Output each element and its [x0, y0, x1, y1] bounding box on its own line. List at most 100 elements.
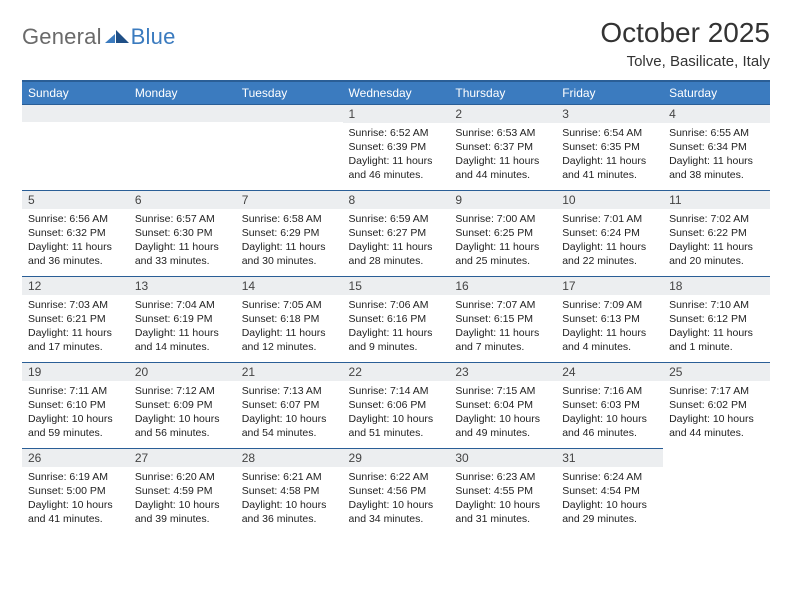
sunrise-line: Sunrise: 6:21 AM [242, 470, 337, 484]
daylight-line-2: and 22 minutes. [562, 254, 657, 268]
day-number: 20 [129, 362, 236, 381]
sunset-line: Sunset: 6:27 PM [349, 226, 444, 240]
sunset-line: Sunset: 4:54 PM [562, 484, 657, 498]
calendar-cell: 30Sunrise: 6:23 AMSunset: 4:55 PMDayligh… [449, 448, 556, 534]
calendar-row: 12Sunrise: 7:03 AMSunset: 6:21 PMDayligh… [22, 276, 770, 362]
calendar-cell: 15Sunrise: 7:06 AMSunset: 6:16 PMDayligh… [343, 276, 450, 362]
daylight-line-1: Daylight: 11 hours [242, 240, 337, 254]
day-number: 31 [556, 448, 663, 467]
daylight-line-1: Daylight: 11 hours [562, 154, 657, 168]
daylight-line-1: Daylight: 10 hours [455, 412, 550, 426]
daylight-line-2: and 14 minutes. [135, 340, 230, 354]
day-number: 15 [343, 276, 450, 295]
calendar-cell: 11Sunrise: 7:02 AMSunset: 6:22 PMDayligh… [663, 190, 770, 276]
sunset-line: Sunset: 6:39 PM [349, 140, 444, 154]
calendar-cell: 29Sunrise: 6:22 AMSunset: 4:56 PMDayligh… [343, 448, 450, 534]
sunset-line: Sunset: 4:59 PM [135, 484, 230, 498]
day-details: Sunrise: 7:12 AMSunset: 6:09 PMDaylight:… [129, 381, 236, 441]
day-number: 1 [343, 104, 450, 123]
calendar-cell: 19Sunrise: 7:11 AMSunset: 6:10 PMDayligh… [22, 362, 129, 448]
day-number: 3 [556, 104, 663, 123]
daylight-line-2: and 25 minutes. [455, 254, 550, 268]
sunrise-line: Sunrise: 6:22 AM [349, 470, 444, 484]
calendar-body: 1Sunrise: 6:52 AMSunset: 6:39 PMDaylight… [22, 104, 770, 534]
daylight-line-1: Daylight: 11 hours [349, 154, 444, 168]
day-details: Sunrise: 7:01 AMSunset: 6:24 PMDaylight:… [556, 209, 663, 269]
day-number: 26 [22, 448, 129, 467]
daylight-line-2: and 17 minutes. [28, 340, 123, 354]
weekday-header: Friday [556, 81, 663, 104]
sunrise-line: Sunrise: 6:59 AM [349, 212, 444, 226]
calendar-cell: 5Sunrise: 6:56 AMSunset: 6:32 PMDaylight… [22, 190, 129, 276]
day-number: 19 [22, 362, 129, 381]
daylight-line-2: and 38 minutes. [669, 168, 764, 182]
daylight-line-2: and 29 minutes. [562, 512, 657, 526]
day-details: Sunrise: 7:11 AMSunset: 6:10 PMDaylight:… [22, 381, 129, 441]
empty-daynum [236, 104, 343, 122]
day-details: Sunrise: 6:21 AMSunset: 4:58 PMDaylight:… [236, 467, 343, 527]
sunset-line: Sunset: 6:32 PM [28, 226, 123, 240]
day-details: Sunrise: 7:13 AMSunset: 6:07 PMDaylight:… [236, 381, 343, 441]
day-details: Sunrise: 6:59 AMSunset: 6:27 PMDaylight:… [343, 209, 450, 269]
day-number: 11 [663, 190, 770, 209]
calendar-cell: 31Sunrise: 6:24 AMSunset: 4:54 PMDayligh… [556, 448, 663, 534]
day-details: Sunrise: 7:04 AMSunset: 6:19 PMDaylight:… [129, 295, 236, 355]
day-details: Sunrise: 7:17 AMSunset: 6:02 PMDaylight:… [663, 381, 770, 441]
calendar-cell: 8Sunrise: 6:59 AMSunset: 6:27 PMDaylight… [343, 190, 450, 276]
sunrise-line: Sunrise: 7:03 AM [28, 298, 123, 312]
daylight-line-1: Daylight: 11 hours [562, 326, 657, 340]
sunset-line: Sunset: 6:29 PM [242, 226, 337, 240]
weekday-header: Tuesday [236, 81, 343, 104]
day-number: 5 [22, 190, 129, 209]
day-details: Sunrise: 6:57 AMSunset: 6:30 PMDaylight:… [129, 209, 236, 269]
calendar-cell [22, 104, 129, 190]
sunrise-line: Sunrise: 6:19 AM [28, 470, 123, 484]
day-number: 7 [236, 190, 343, 209]
daylight-line-2: and 49 minutes. [455, 426, 550, 440]
daylight-line-1: Daylight: 11 hours [135, 240, 230, 254]
daylight-line-2: and 44 minutes. [455, 168, 550, 182]
day-number: 28 [236, 448, 343, 467]
daylight-line-1: Daylight: 11 hours [28, 326, 123, 340]
sunrise-line: Sunrise: 6:58 AM [242, 212, 337, 226]
sunrise-line: Sunrise: 7:14 AM [349, 384, 444, 398]
sunrise-line: Sunrise: 7:02 AM [669, 212, 764, 226]
day-details: Sunrise: 7:09 AMSunset: 6:13 PMDaylight:… [556, 295, 663, 355]
sunset-line: Sunset: 6:18 PM [242, 312, 337, 326]
sunrise-line: Sunrise: 7:15 AM [455, 384, 550, 398]
sunrise-line: Sunrise: 7:05 AM [242, 298, 337, 312]
daylight-line-2: and 28 minutes. [349, 254, 444, 268]
daylight-line-2: and 41 minutes. [562, 168, 657, 182]
page: General Blue October 2025 Tolve, Basilic… [0, 0, 792, 544]
day-details: Sunrise: 6:19 AMSunset: 5:00 PMDaylight:… [22, 467, 129, 527]
calendar-cell: 26Sunrise: 6:19 AMSunset: 5:00 PMDayligh… [22, 448, 129, 534]
sunset-line: Sunset: 6:35 PM [562, 140, 657, 154]
calendar-cell: 21Sunrise: 7:13 AMSunset: 6:07 PMDayligh… [236, 362, 343, 448]
calendar-cell [663, 448, 770, 534]
calendar-cell: 18Sunrise: 7:10 AMSunset: 6:12 PMDayligh… [663, 276, 770, 362]
daylight-line-1: Daylight: 10 hours [349, 412, 444, 426]
sunset-line: Sunset: 6:34 PM [669, 140, 764, 154]
daylight-line-2: and 46 minutes. [562, 426, 657, 440]
day-details: Sunrise: 7:02 AMSunset: 6:22 PMDaylight:… [663, 209, 770, 269]
page-title: October 2025 [600, 18, 770, 49]
sunset-line: Sunset: 6:13 PM [562, 312, 657, 326]
calendar-row: 26Sunrise: 6:19 AMSunset: 5:00 PMDayligh… [22, 448, 770, 534]
daylight-line-1: Daylight: 10 hours [135, 498, 230, 512]
daylight-line-1: Daylight: 10 hours [562, 498, 657, 512]
title-block: October 2025 Tolve, Basilicate, Italy [600, 18, 770, 70]
daylight-line-1: Daylight: 11 hours [669, 240, 764, 254]
day-number: 23 [449, 362, 556, 381]
daylight-line-1: Daylight: 11 hours [349, 240, 444, 254]
daylight-line-1: Daylight: 11 hours [562, 240, 657, 254]
calendar-row: 1Sunrise: 6:52 AMSunset: 6:39 PMDaylight… [22, 104, 770, 190]
daylight-line-2: and 12 minutes. [242, 340, 337, 354]
sunrise-line: Sunrise: 7:07 AM [455, 298, 550, 312]
empty-daynum [129, 104, 236, 122]
calendar-cell: 17Sunrise: 7:09 AMSunset: 6:13 PMDayligh… [556, 276, 663, 362]
weekday-header: Saturday [663, 81, 770, 104]
sunrise-line: Sunrise: 7:06 AM [349, 298, 444, 312]
day-details: Sunrise: 7:05 AMSunset: 6:18 PMDaylight:… [236, 295, 343, 355]
daylight-line-1: Daylight: 11 hours [242, 326, 337, 340]
sunrise-line: Sunrise: 7:11 AM [28, 384, 123, 398]
